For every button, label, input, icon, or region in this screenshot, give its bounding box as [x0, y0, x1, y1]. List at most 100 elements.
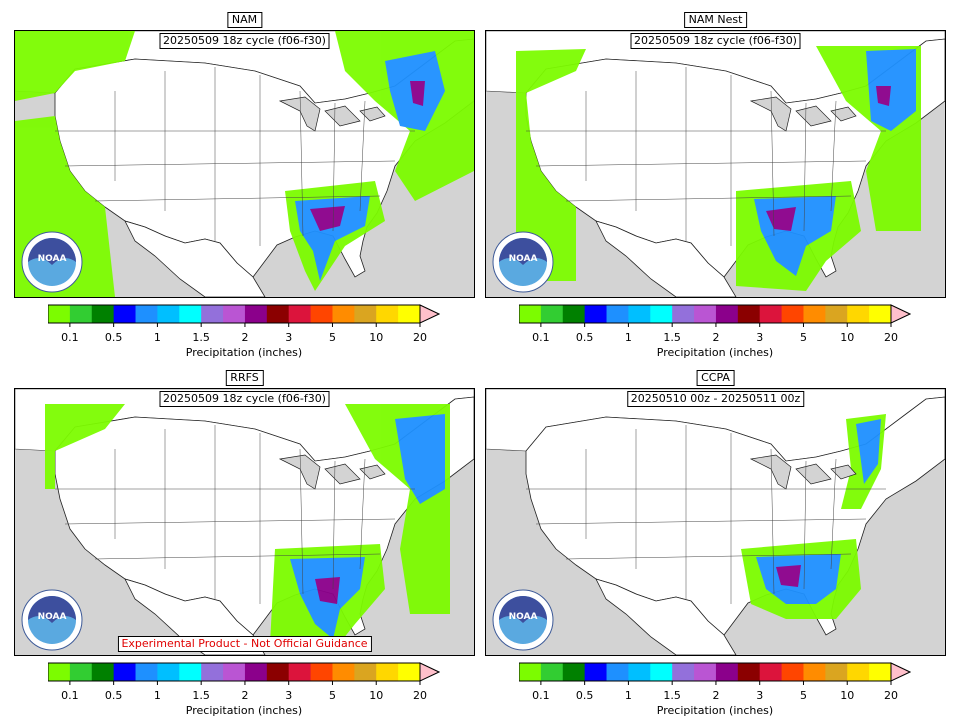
colorbar-tick-label: 1	[624, 331, 632, 344]
colorbar-swatch	[847, 663, 870, 681]
state-border	[359, 458, 366, 570]
colorbar-swatch	[69, 305, 93, 323]
precip-area	[856, 419, 881, 484]
colorbar-extend-arrow	[890, 662, 912, 682]
colorbar-tick-label: 1	[624, 689, 632, 702]
colorbar-extend-arrow	[890, 304, 912, 324]
colorbar-swatch	[113, 305, 137, 323]
precip-area	[45, 404, 125, 489]
colorbar-swatch	[562, 663, 586, 681]
state-border	[299, 448, 304, 595]
colorbar-tick-label: 3	[285, 689, 293, 702]
state-border	[332, 102, 336, 232]
colorbar-swatch	[179, 663, 202, 681]
colorbar-swatch	[179, 305, 202, 323]
colorbar-swatch	[266, 305, 290, 323]
colorbar-swatch	[540, 305, 564, 323]
colorbar-tick-label: 1	[153, 689, 161, 702]
colorbar-swatch	[332, 663, 355, 681]
state-border	[565, 553, 852, 560]
logo-text: NOAA	[38, 612, 67, 622]
noaa-logo-graphic: NOAA	[21, 231, 83, 293]
colorbar-swatches	[518, 304, 912, 327]
colorbar-tick-label: 20	[413, 331, 427, 344]
colorbar-swatch	[91, 663, 115, 681]
cycle-label: 20250509 18z cycle (f06-f30)	[630, 33, 801, 49]
precip-area	[866, 49, 916, 131]
colorbar-tick-label: 2	[712, 689, 720, 702]
precip-map: 20250509 18z cycle (f06-f30) Experimenta…	[14, 388, 475, 656]
colorbar-tick-label: 0.1	[61, 689, 79, 702]
colorbar-swatch	[715, 663, 739, 681]
colorbar-frame	[47, 662, 421, 682]
colorbar-tick-label: 10	[840, 331, 855, 344]
cycle-label: 20250509 18z cycle (f06-f30)	[159, 391, 330, 407]
colorbar-swatch	[398, 305, 421, 323]
colorbar-swatch	[847, 305, 870, 323]
colorbar-swatch	[310, 663, 333, 681]
state-border	[94, 195, 381, 202]
colorbar-tick-label: 5	[328, 689, 336, 702]
colorbar-swatch	[584, 663, 608, 681]
colorbar-tick-label: 2	[712, 331, 720, 344]
colorbar-swatch	[310, 305, 333, 323]
colorbar-swatch	[715, 305, 739, 323]
colorbar-swatches	[47, 662, 441, 685]
precip-area	[310, 206, 345, 231]
experimental-notice: Experimental Product - Not Official Guid…	[117, 636, 372, 652]
colorbar-tick-label: 0.1	[532, 331, 550, 344]
colorbar-swatch	[650, 663, 673, 681]
colorbar-tick-label: 1.5	[192, 689, 210, 702]
state-border	[359, 100, 366, 212]
colorbar-swatch	[562, 305, 586, 323]
colorbar-swatch	[519, 305, 542, 323]
colorbar-tick-label: 0.1	[532, 689, 550, 702]
colorbar-tick-label: 20	[413, 689, 427, 702]
state-border	[770, 90, 775, 237]
colorbar-swatch	[376, 305, 399, 323]
precip-map: 20250509 18z cycle (f06-f30) NOAA	[14, 30, 475, 298]
colorbar-tick-label: 1.5	[192, 331, 210, 344]
colorbar-tick-label: 1.5	[663, 689, 681, 702]
colorbar-tick-label: 0.1	[61, 331, 79, 344]
colorbar-swatch	[781, 305, 804, 323]
state-border	[803, 460, 807, 590]
colorbar-swatch	[540, 663, 564, 681]
colorbar-swatch	[288, 305, 312, 323]
colorbar-tick-label: 0.5	[104, 331, 123, 344]
logo-top	[499, 238, 547, 265]
colorbar-swatch	[223, 305, 246, 323]
cycle-label: 20250510 00z - 20250511 00z	[626, 391, 805, 407]
precip-map: 20250510 00z - 20250511 00z NOAA	[485, 388, 946, 656]
precip-area	[776, 565, 801, 587]
logo-text: NOAA	[509, 612, 538, 622]
colorbar-swatch	[781, 663, 804, 681]
colorbar-swatch	[223, 663, 246, 681]
colorbar-swatch	[376, 663, 399, 681]
precip-area	[876, 86, 891, 106]
logo-top	[28, 596, 76, 623]
precip-area	[315, 577, 340, 604]
logo-text: NOAA	[38, 254, 67, 264]
noaa-logo: NOAA	[21, 231, 83, 293]
precip-area	[15, 31, 135, 101]
colorbar-tick-label: 5	[799, 689, 807, 702]
colorbar-tick-label: 10	[840, 689, 855, 702]
colorbar-label: Precipitation (inches)	[185, 346, 303, 359]
colorbar-tick-label: 5	[799, 331, 807, 344]
mexico-land	[124, 220, 266, 297]
precip-area	[395, 414, 445, 504]
map-graphic	[15, 389, 474, 655]
mexico-land	[595, 220, 737, 297]
colorbar-tick-label: 5	[328, 331, 336, 344]
colorbar-swatch	[135, 663, 158, 681]
colorbar-swatch	[759, 663, 783, 681]
colorbar-swatch	[157, 663, 180, 681]
colorbar-swatch	[135, 305, 158, 323]
map-graphic	[15, 31, 474, 297]
state-border	[94, 553, 381, 560]
noaa-logo: NOAA	[492, 231, 554, 293]
colorbar-swatch	[606, 663, 629, 681]
colorbar-swatch	[584, 305, 608, 323]
cycle-label: 20250509 18z cycle (f06-f30)	[159, 33, 330, 49]
